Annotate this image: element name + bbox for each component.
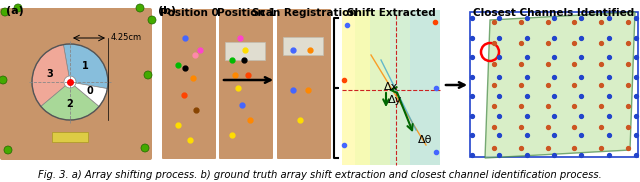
FancyBboxPatch shape [52,132,88,142]
Text: Δy: Δy [388,95,403,105]
Circle shape [144,71,152,79]
Text: Δθ: Δθ [418,135,433,145]
Text: Δx: Δx [384,82,398,92]
Text: Closest Channels Identified: Closest Channels Identified [474,8,635,18]
Text: 0: 0 [86,86,93,96]
FancyBboxPatch shape [219,9,273,159]
Text: Scan Registration: Scan Registration [252,8,356,18]
Text: Fig. 3. a) Array shifting process. b) ground truth array shift extraction and cl: Fig. 3. a) Array shifting process. b) gr… [38,170,602,180]
Text: 1: 1 [82,62,89,72]
FancyBboxPatch shape [410,10,440,165]
Circle shape [14,4,22,12]
Circle shape [1,8,9,16]
FancyBboxPatch shape [225,42,265,60]
Wedge shape [41,82,99,120]
Circle shape [136,4,144,12]
Text: Position 0: Position 0 [159,8,218,18]
FancyBboxPatch shape [277,9,331,159]
Text: Shift Extracted: Shift Extracted [347,8,435,18]
Text: (a): (a) [6,6,24,16]
FancyBboxPatch shape [342,10,440,165]
Circle shape [64,76,76,88]
Wedge shape [70,82,108,106]
FancyBboxPatch shape [390,10,440,165]
Circle shape [141,144,149,152]
FancyBboxPatch shape [0,8,152,160]
Text: (b): (b) [158,6,176,16]
Text: 4.25cm: 4.25cm [111,33,142,43]
FancyBboxPatch shape [370,10,440,165]
Text: 3: 3 [46,70,52,80]
Text: Position 1: Position 1 [216,8,275,18]
Wedge shape [63,44,108,89]
FancyBboxPatch shape [162,9,216,159]
Polygon shape [485,12,635,158]
FancyBboxPatch shape [30,42,110,122]
FancyBboxPatch shape [283,37,323,55]
Text: 2: 2 [67,99,74,109]
Wedge shape [32,45,70,106]
Circle shape [148,16,156,24]
Circle shape [4,146,12,154]
FancyBboxPatch shape [355,10,440,165]
Circle shape [0,76,7,84]
